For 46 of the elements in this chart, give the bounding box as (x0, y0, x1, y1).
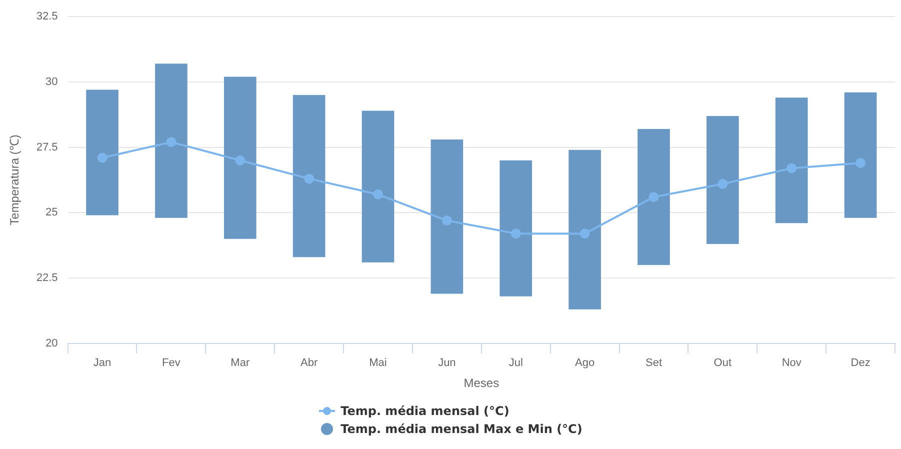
point (648, 192, 659, 202)
point (373, 189, 384, 200)
y-axis-title: Temperatura (℃) (8, 134, 22, 226)
x-tick-label: Jun (438, 357, 456, 370)
point (510, 228, 521, 239)
point (97, 152, 108, 163)
bar (500, 160, 532, 296)
bar (706, 116, 739, 244)
point (235, 155, 246, 166)
x-tick-label: Jan (93, 357, 112, 370)
x-tick-label: Set (645, 357, 662, 370)
y-tick-label: 27.5 (36, 141, 58, 154)
x-tick-label: Ago (575, 357, 595, 370)
bar (775, 98, 808, 224)
bar (568, 150, 601, 310)
bar (155, 64, 188, 218)
y-tick-label: 22.5 (36, 272, 58, 284)
x-tick-label: Jul (508, 357, 523, 370)
x-tick-label: Abr (300, 357, 318, 370)
bar (86, 90, 118, 216)
bar (430, 139, 464, 294)
x-tick-label: Fev (162, 357, 181, 370)
y-tick-label: 32.5 (36, 10, 58, 23)
point (304, 174, 314, 184)
point (442, 216, 452, 226)
x-axis-title: Meses (464, 376, 500, 390)
y-tick-label: 20 (46, 337, 58, 350)
y-tick-label: 25 (46, 206, 58, 219)
x-tick-label: Mar (230, 357, 250, 370)
x-tick-label: Mai (369, 357, 387, 370)
bar (362, 110, 394, 262)
point (718, 178, 728, 189)
x-tick-label: Dez (850, 357, 870, 370)
point (166, 137, 176, 148)
bar (224, 76, 256, 239)
bar (638, 129, 670, 265)
bar (292, 95, 326, 258)
x-tick-label: Nov (782, 357, 802, 370)
legend-label: Temp. média mensal Max e Min (°C) (340, 422, 582, 436)
y-tick-label: 30 (46, 76, 58, 88)
point (856, 158, 866, 168)
x-tick-label: Out (714, 357, 732, 370)
legend-label: Temp. média mensal (°C) (340, 404, 510, 418)
point (786, 163, 797, 174)
point (580, 228, 590, 239)
bar (844, 92, 877, 218)
